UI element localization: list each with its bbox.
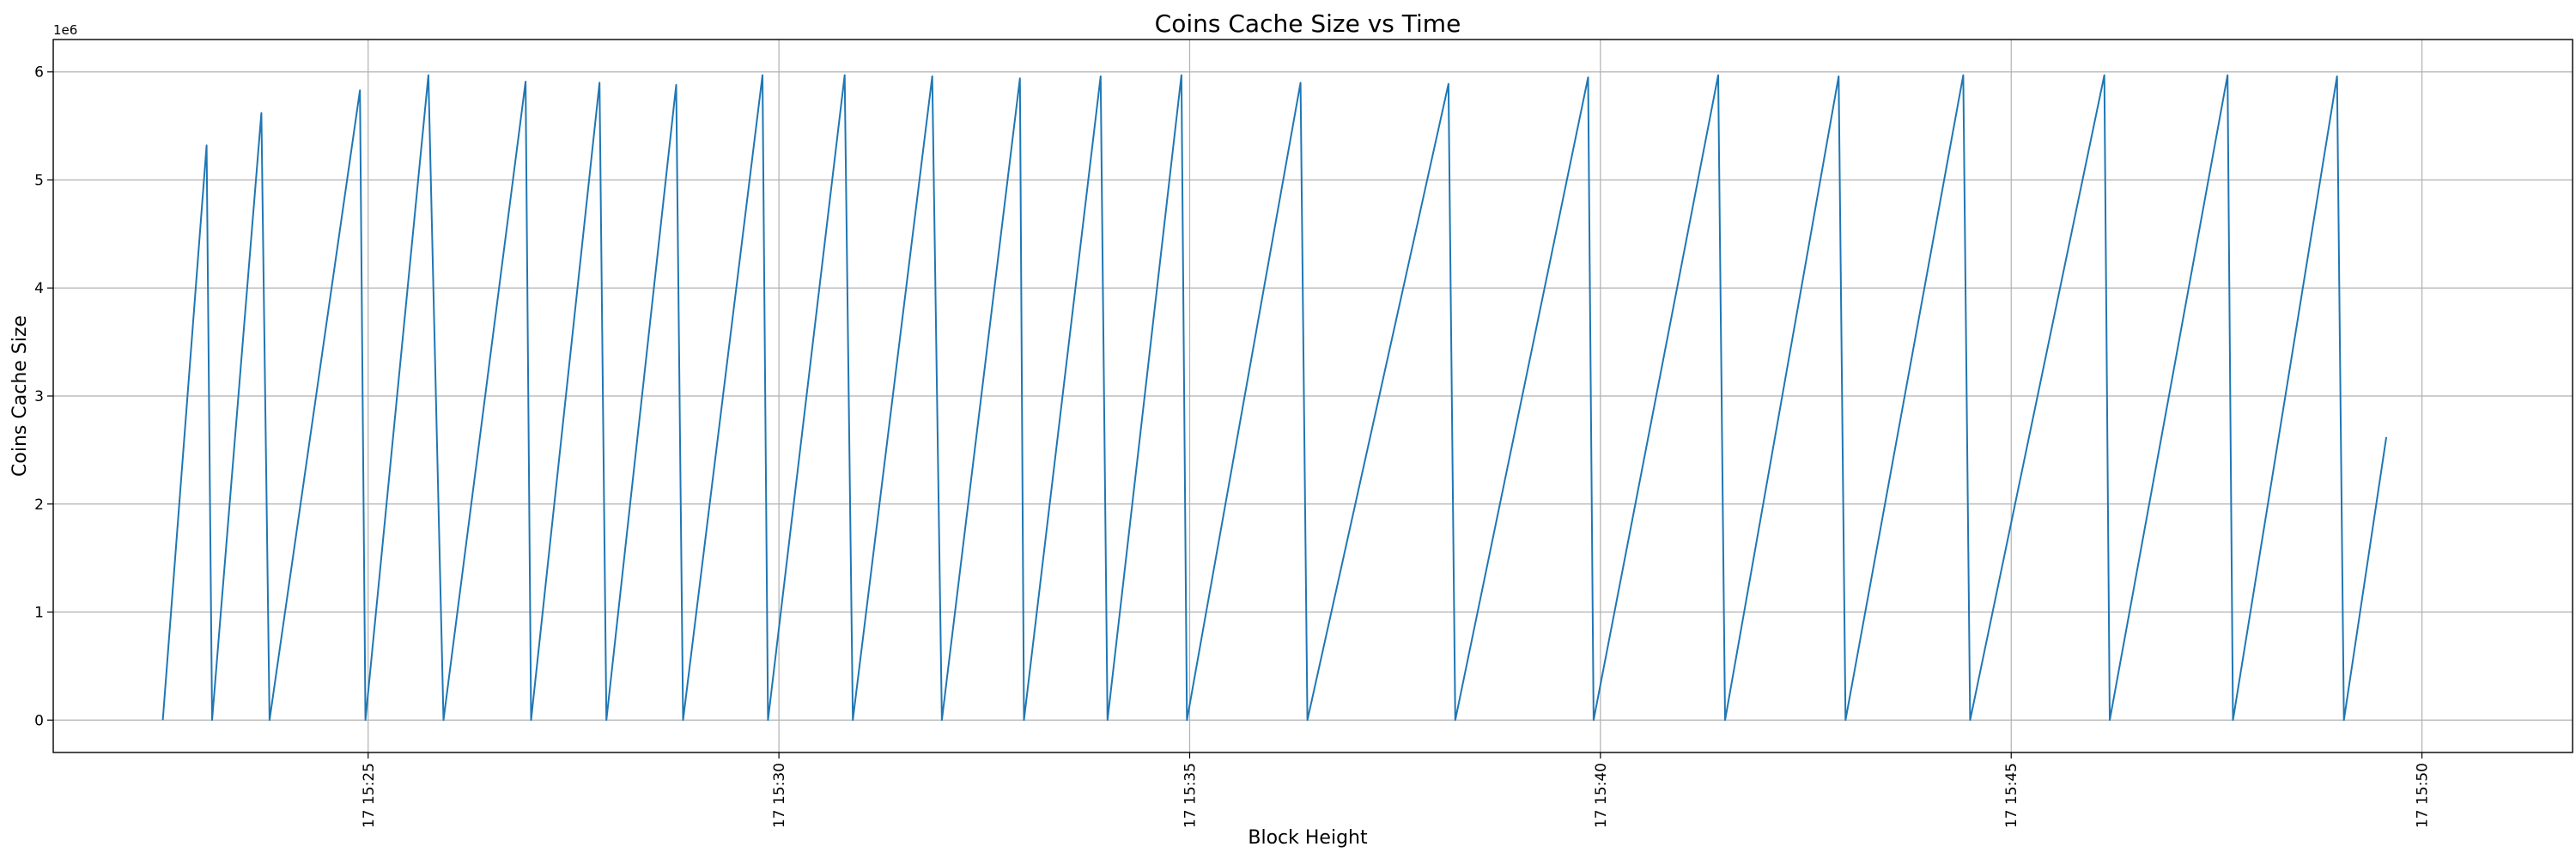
x-tick-label: 17 15:30 <box>771 763 788 828</box>
y-tick-label: 2 <box>34 497 44 514</box>
x-axis-label: Block Height <box>1248 827 1368 849</box>
y-tick-label: 3 <box>34 388 44 405</box>
y-tick-label: 0 <box>34 712 44 729</box>
series-line <box>161 74 2388 722</box>
series-layer <box>161 74 2388 722</box>
x-tick-label: 17 15:50 <box>2415 763 2432 828</box>
y-tick-label: 4 <box>34 280 44 297</box>
x-tick-label: 17 15:25 <box>361 763 378 828</box>
x-tick-label: 17 15:35 <box>1182 763 1199 828</box>
grid-lines <box>53 40 2573 752</box>
chart-title: Coins Cache Size vs Time <box>1155 9 1461 38</box>
y-offset-label: 1e6 <box>53 22 77 38</box>
y-tick-label: 6 <box>34 64 44 82</box>
x-tick-label: 17 15:45 <box>2003 763 2020 828</box>
axis-ticks: 0 1 2 3 4 5 6 17 15:25 17 15:30 17 15:35 17 15:40 1… <box>34 64 2431 828</box>
x-tick-label: 17 15:40 <box>1593 763 1610 828</box>
y-axis-label: Coins Cache Size <box>9 315 31 477</box>
y-tick-label: 1 <box>34 605 44 622</box>
y-tick-label: 5 <box>34 172 44 189</box>
